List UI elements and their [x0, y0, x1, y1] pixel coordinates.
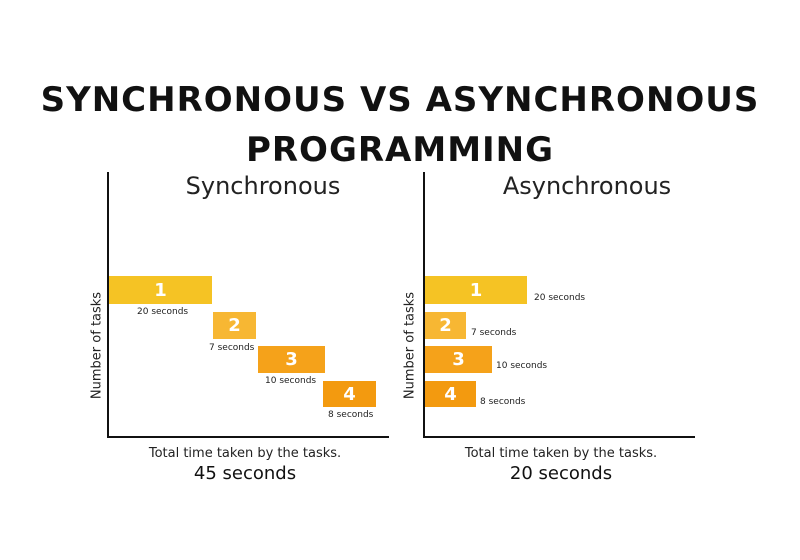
sync-panel-title: Synchronous: [185, 172, 341, 200]
sync-footer-total: 45 seconds: [193, 463, 297, 484]
sync-task-3-number: 3: [285, 349, 298, 370]
sync-task-4-duration: 8 seconds: [328, 410, 374, 420]
async-x-axis: [423, 436, 695, 438]
sync-task-1-bar: 1: [109, 276, 212, 304]
sync-x-axis: [107, 436, 389, 438]
sync-task-3-duration: 10 seconds: [265, 376, 317, 386]
async-task-1-bar: 1: [425, 276, 527, 304]
async-task-3-bar: 3: [425, 346, 492, 373]
sync-task-3-bar: 3: [258, 346, 325, 373]
async-y-axis-label: Number of tasks: [402, 291, 418, 400]
async-task-2-bar: 2: [425, 312, 466, 339]
async-task-2-number: 2: [439, 315, 452, 336]
sync-task-4-bar: 4: [323, 381, 376, 407]
sync-task-2-bar: 2: [213, 312, 256, 339]
sync-task-2-number: 2: [228, 315, 241, 336]
async-task-4-duration: 8 seconds: [480, 397, 526, 407]
sync-task-1-number: 1: [154, 279, 167, 301]
async-y-axis: [423, 172, 425, 438]
async-task-1-number: 1: [469, 279, 483, 301]
async-footer-caption: Total time taken by the tasks.: [464, 446, 658, 461]
sync-y-axis: [107, 172, 109, 438]
async-task-2-duration: 7 seconds: [471, 328, 517, 338]
main-title-line-2: PROGRAMMING: [245, 130, 555, 170]
async-task-4-number: 4: [444, 383, 457, 405]
async-task-3-duration: 10 seconds: [496, 361, 548, 371]
main-title-line-1: SYNCHRONOUS VS ASYNCHRONOUS: [40, 80, 760, 120]
sync-task-2-duration: 7 seconds: [209, 343, 255, 353]
async-task-4-bar: 4: [425, 381, 476, 407]
async-task-1-duration: 20 seconds: [534, 293, 586, 303]
async-panel-title: Asynchronous: [502, 172, 672, 200]
sync-task-4-number: 4: [343, 383, 356, 405]
sync-footer-caption: Total time taken by the tasks.: [148, 446, 342, 461]
async-footer-total: 20 seconds: [509, 463, 613, 484]
sync-task-1-duration: 20 seconds: [137, 307, 189, 317]
async-task-3-number: 3: [452, 349, 465, 370]
